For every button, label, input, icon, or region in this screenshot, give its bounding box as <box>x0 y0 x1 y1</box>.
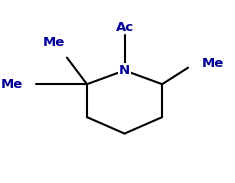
Text: Ac: Ac <box>115 21 134 34</box>
Text: Me: Me <box>1 78 24 91</box>
Text: N: N <box>119 64 130 77</box>
Text: Me: Me <box>202 57 224 70</box>
Text: Me: Me <box>43 36 65 49</box>
